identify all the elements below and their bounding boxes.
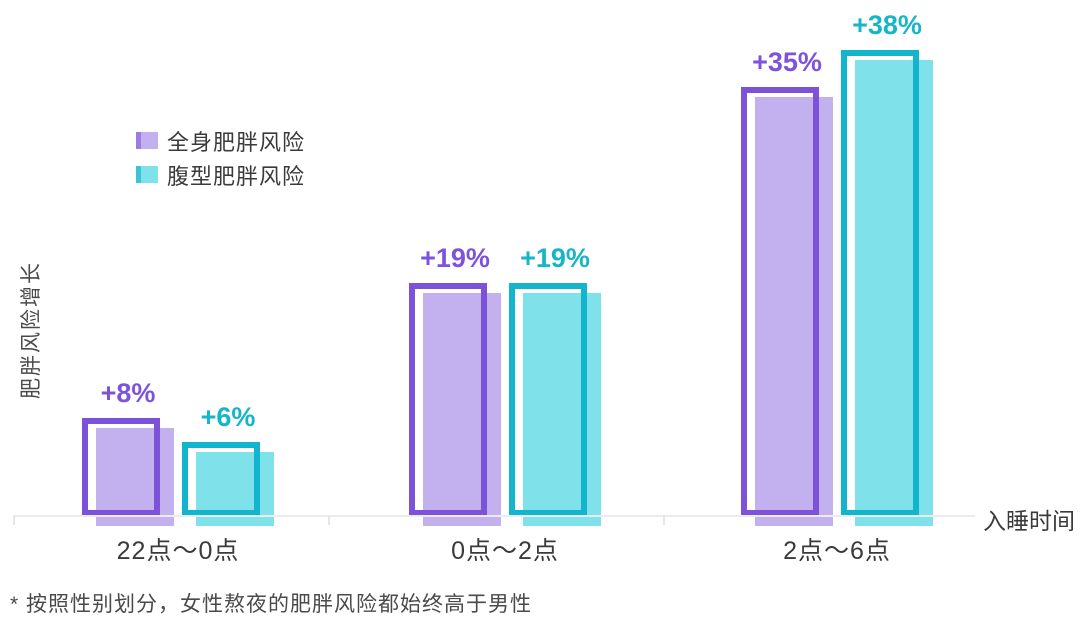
bar-fill-full-body <box>96 428 174 526</box>
value-label-abdominal: +19% <box>520 243 590 273</box>
value-label-full-body: +8% <box>100 378 156 408</box>
value-label-abdominal: +6% <box>200 402 256 432</box>
legend-item-abdominal: 腹型肥胖风险 <box>136 162 305 189</box>
value-label-abdominal: +38% <box>852 10 922 40</box>
legend-swatch-full-body-icon <box>136 132 158 149</box>
value-label-full-body: +35% <box>752 47 822 77</box>
bar-fill-full-body <box>755 97 833 526</box>
x-category-label: 22点～0点 <box>116 537 240 565</box>
legend-label-abdominal: 腹型肥胖风险 <box>167 163 306 189</box>
legend-swatch-abdominal-icon <box>136 166 158 183</box>
bar-outline-abdominal <box>509 283 587 516</box>
legend-item-full-body: 全身肥胖风险 <box>136 128 305 155</box>
x-axis-title: 入睡时间 <box>983 508 1075 534</box>
bar-outline-full-body <box>741 87 819 516</box>
x-axis-line <box>13 515 975 517</box>
x-axis-tick <box>328 515 330 525</box>
footnote: * 按照性别划分，女性熬夜的肥胖风险都始终高于男性 <box>10 593 533 616</box>
bar-fill-full-body <box>423 293 501 526</box>
x-category-label: 0点～2点 <box>451 537 559 565</box>
bar-outline-abdominal <box>182 442 260 516</box>
y-axis-title: 肥胖风险增长 <box>20 261 43 399</box>
x-category-label: 2点～6点 <box>783 537 891 565</box>
value-label-full-body: +19% <box>420 243 490 273</box>
bar-fill-abdominal <box>855 60 933 526</box>
legend-label-full-body: 全身肥胖风险 <box>167 129 306 155</box>
bar-outline-abdominal <box>841 50 919 516</box>
bar-outline-full-body <box>409 283 487 516</box>
bar-outline-full-body <box>82 418 160 516</box>
x-axis-tick <box>663 515 665 525</box>
x-axis-tick <box>13 515 15 525</box>
bar-fill-abdominal <box>523 293 601 526</box>
legend: 全身肥胖风险 腹型肥胖风险 <box>136 128 305 196</box>
